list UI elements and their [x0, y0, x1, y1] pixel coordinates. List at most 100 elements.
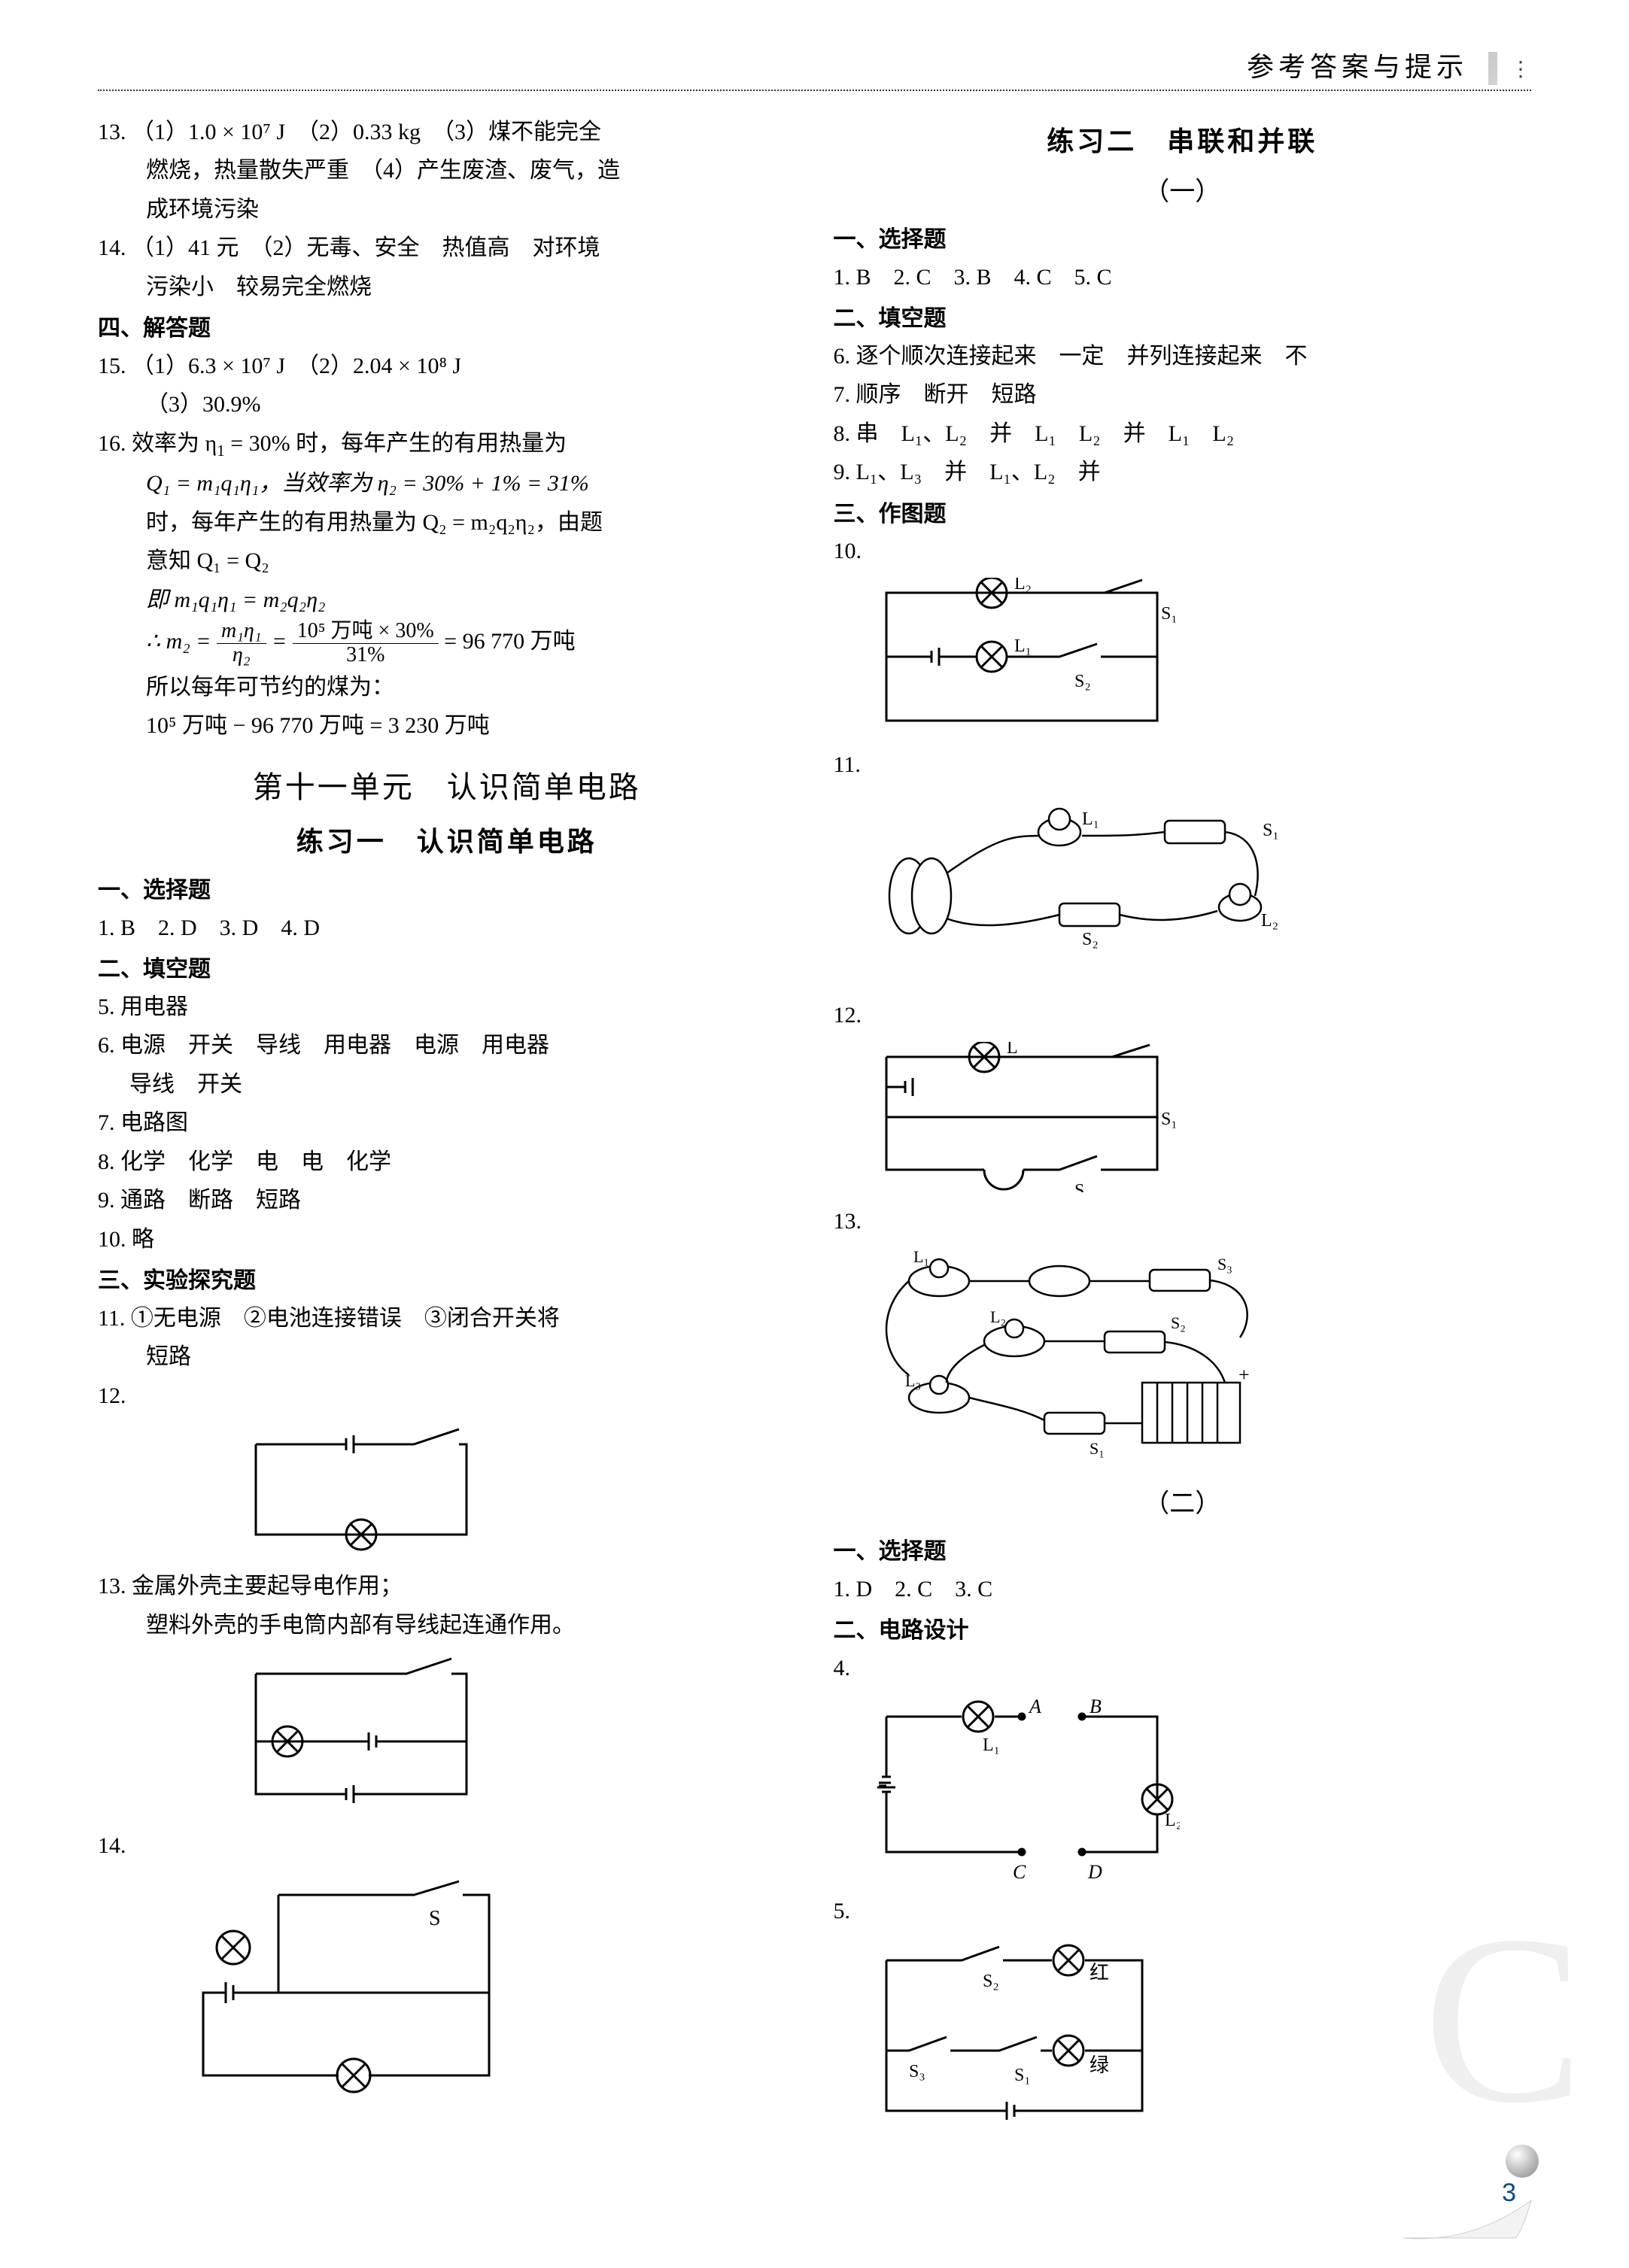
right-s3-13: 13.: [834, 1203, 1532, 1240]
q15: 15. （1）6.3 × 10⁷ J （2）2.04 × 10⁸ J: [98, 348, 796, 385]
q16-l6: ∴ m₂ = m₁η₁ η₂ = 10⁵ 万吨 × 30% 31% = 96 7…: [98, 620, 796, 667]
q13: 13. （1）1.0 × 10⁷ J （2）0.33 kg （3）煤不能完全: [98, 114, 796, 151]
lbl11-L2: L₂: [1261, 911, 1278, 931]
lbl-L2: L₂: [1014, 578, 1032, 594]
diagram-right-4: L₁ A B L₂ C D: [864, 1694, 1532, 1882]
diagram-left-14: S: [188, 1872, 796, 2098]
practice-2-sub1: （一）: [834, 172, 1532, 214]
lbl12-L: L: [1007, 1042, 1018, 1058]
q16-l8: 10⁵ 万吨 − 96 770 万吨 = 3 230 万吨: [98, 707, 796, 745]
left-s2-8: 8. 化学 化学 电 电 化学: [98, 1143, 796, 1181]
lbl5-red: 红: [1090, 1962, 1109, 1984]
q14-l1: （1）41 元 （2）无毒、安全 热值高 对环境: [132, 235, 600, 260]
q16-frac1: m₁η₁ η₂: [217, 620, 266, 667]
left-s1-head: 一、选择题: [98, 872, 796, 909]
q16-l7: 所以每年可节约的煤为：: [98, 669, 796, 706]
diagram-left-13: [233, 1651, 796, 1817]
diagram-right-13: L₁ S₃ L₂ S₂ L₃ S₁ +: [864, 1247, 1532, 1473]
lbl5-green: 绿: [1090, 2054, 1109, 2076]
left-s2-head: 二、填空题: [98, 951, 796, 988]
practice-2-title: 练习二 串联和并联: [834, 120, 1532, 164]
q16-l1s: = 30% 时，每年产生的有用热量为: [230, 431, 567, 456]
practice-1-title: 练习一 认识简单电路: [98, 820, 796, 864]
lbl13-S1: S₁: [1090, 1439, 1105, 1458]
lbl4-L1: L₁: [983, 1735, 1000, 1755]
diagram-right-5: S₂ 红 S₃ S₁ 绿: [864, 1938, 1532, 2133]
q16-l6end: = 96 770 万吨: [444, 630, 575, 654]
label-S: S: [429, 1907, 441, 1930]
left-s2-6b: 导线 开关: [98, 1066, 796, 1104]
q16-l5: 即 m₁q₁η₁ = m₂q₂η₂: [98, 581, 796, 619]
circuit-r12-svg: L S₁ S₂: [864, 1042, 1180, 1192]
q16-l4: 意知 Q₁ = Q₂: [98, 542, 796, 580]
left-column: 13. （1）1.0 × 10⁷ J （2）0.33 kg （3）煤不能完全 燃…: [98, 114, 796, 2144]
lbl4-A: A: [1028, 1696, 1041, 1717]
lbl4-B: B: [1090, 1696, 1102, 1717]
header-dots: ⋮: [1510, 59, 1531, 80]
q16-den2: 31%: [293, 644, 439, 667]
page-root: 参考答案与提示 ⋮ 13. （1）1.0 × 10⁷ J （2）0.33 kg …: [0, 0, 1629, 2268]
lbl4-L2: L₂: [1165, 1811, 1180, 1830]
circuit-r10-svg: L₂ L₁ S₁ S₂: [864, 578, 1180, 736]
left-s3-11b: 短路: [98, 1338, 796, 1376]
q13-num: 13.: [98, 120, 126, 144]
right-s2-8: 8. 串 L₁、L₂ 并 L₁ L₂ 并 L₁ L₂: [834, 415, 1532, 453]
lbl12-S1: S₁: [1161, 1110, 1178, 1129]
lbl-S2: S₂: [1074, 672, 1091, 691]
right-s2-7: 7. 顺序 断开 短路: [834, 376, 1532, 414]
header-decorative-bar: [1488, 52, 1497, 85]
left-s3-11a: 11. ①无电源 ②电池连接错误 ③闭合开关将: [98, 1300, 796, 1337]
left-s3-head: 三、实验探究题: [98, 1262, 796, 1300]
right-s2b-4: 4.: [834, 1650, 1532, 1687]
right-s1-head: 一、选择题: [834, 221, 1532, 259]
circuit-r11-svg: L₁ S₁ L₂ S₂: [864, 791, 1285, 986]
left-s2-7: 7. 电路图: [98, 1104, 796, 1142]
q14-num: 14.: [98, 235, 126, 260]
lbl12-S2: S₂: [1074, 1181, 1091, 1192]
q15-l2: （3）30.9%: [98, 386, 796, 424]
header-title: 参考答案与提示: [1247, 52, 1468, 82]
q16-l2: Q₁ = m₁q₁η₁，当效率为 η₂ = 30% + 1% = 31%: [98, 465, 796, 502]
left-s2-9: 9. 通路 断路 短路: [98, 1182, 796, 1219]
lbl13-plus: +: [1238, 1364, 1250, 1386]
q15-l1: （1）6.3 × 10⁷ J （2）2.04 × 10⁸ J: [132, 354, 461, 378]
section-4-head: 四、解答题: [98, 310, 796, 348]
lbl5-S1: S₁: [1014, 2066, 1031, 2085]
page-curl-icon: [1403, 2193, 1539, 2245]
lbl11-L1: L₁: [1082, 809, 1099, 829]
q14: 14. （1）41 元 （2）无毒、安全 热值高 对环境: [98, 229, 796, 267]
q16-l6a: ∴ m₂ =: [146, 630, 217, 654]
q16-l3: 时，每年产生的有用热量为 Q₂ = m₂q₂η₂，由题: [98, 504, 796, 542]
q16-num2: 10⁵ 万吨 × 30%: [293, 620, 439, 644]
circuit-left-13-svg: [233, 1651, 489, 1817]
q16: 16. 效率为 η1 = 30% 时，每年产生的有用热量为: [98, 425, 796, 464]
practice-2-sub2: （二）: [834, 1483, 1532, 1526]
lbl4-C: C: [1013, 1861, 1026, 1882]
lbl13-S2: S₂: [1171, 1313, 1186, 1332]
right-s2-6: 6. 逐个顺次连接起来 一定 并列连接起来 不: [834, 338, 1532, 375]
q16-frac2: 10⁵ 万吨 × 30% 31%: [293, 620, 439, 667]
left-s3-13b: 塑料外壳的手电筒内部有导线起连通作用。: [98, 1607, 796, 1644]
lbl4-D: D: [1087, 1861, 1102, 1882]
circuit-r4-svg: L₁ A B L₂ C D: [864, 1694, 1180, 1882]
right-s3-11: 11.: [834, 746, 1532, 784]
left-s3-12: 12.: [98, 1377, 796, 1415]
lbl5-S3: S₃: [909, 2062, 925, 2081]
diagram-right-10: L₂ L₁ S₁ S₂: [864, 578, 1532, 736]
q16-num: 16.: [98, 431, 126, 456]
right-s2b-head: 二、电路设计: [834, 1612, 1532, 1650]
circuit-r13-svg: L₁ S₃ L₂ S₂ L₃ S₁ +: [864, 1247, 1285, 1473]
unit-title: 第十一单元 认识简单电路: [98, 763, 796, 812]
lbl-S1: S₁: [1161, 604, 1178, 624]
diagram-right-12: L S₁ S₂: [864, 1042, 1532, 1192]
q13-l1: （1）1.0 × 10⁷ J （2）0.33 kg （3）煤不能完全: [132, 120, 601, 144]
q13-l3: 成环境污染: [98, 191, 796, 229]
left-s1-ans: 1. B 2. D 3. D 4. D: [98, 909, 796, 947]
q13-l2: 燃烧，热量散失严重 （4）产生废渣、废气，造: [98, 152, 796, 190]
left-s3-13a: 13. 金属外壳主要起导电作用；: [98, 1568, 796, 1605]
right-s2-head: 二、填空题: [834, 300, 1532, 338]
right-s1-ans: 1. B 2. C 3. B 4. C 5. C: [834, 259, 1532, 296]
left-s2-10: 10. 略: [98, 1221, 796, 1258]
lbl13-L2: L₂: [990, 1307, 1006, 1326]
right-s3-head: 三、作图题: [834, 496, 1532, 533]
